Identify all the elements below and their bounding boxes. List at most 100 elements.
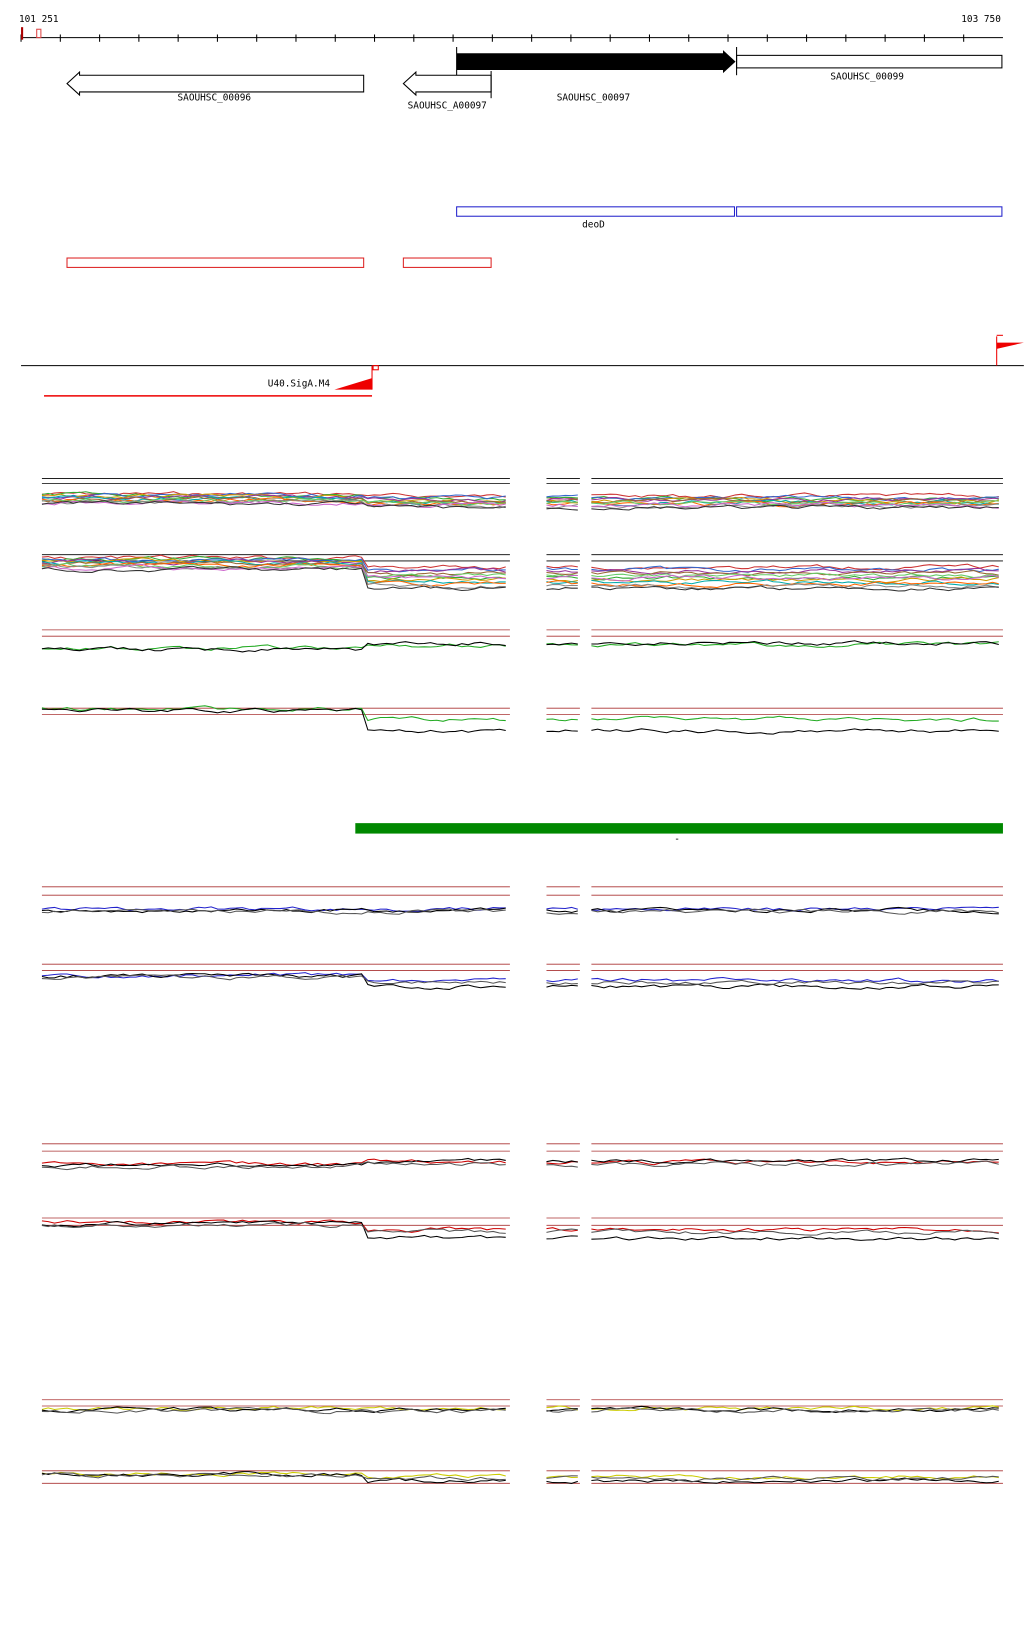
expression-trace [41, 1220, 506, 1240]
feature-label: deoD [582, 220, 605, 231]
gene-label: SAOUHSC_00096 [178, 92, 252, 103]
gene-arrow [456, 50, 736, 74]
expression-trace [546, 500, 578, 505]
expression-trace [41, 563, 506, 580]
expression-trace [591, 728, 999, 735]
view-marker [36, 28, 42, 39]
expression-trace [41, 707, 506, 734]
expression-trace [546, 984, 578, 988]
expression-trace [546, 1408, 578, 1412]
expression-trace [546, 1159, 578, 1163]
expression-trace [591, 563, 999, 571]
expression-trace [591, 574, 999, 582]
region-bar [355, 823, 1003, 834]
expression-trace [546, 507, 578, 511]
expression-trace [591, 572, 999, 579]
expression-trace [546, 583, 578, 587]
gene-arrow [66, 70, 365, 97]
expression-trace [591, 1407, 999, 1414]
motif-label: U40.SigA.M4 [268, 378, 331, 389]
ruler-start: 101 251 [19, 14, 59, 25]
expression-trace [41, 498, 506, 509]
view-marker [21, 27, 24, 40]
expression-trace [41, 641, 506, 653]
motif-hit [334, 378, 373, 390]
expression-trace [546, 909, 578, 913]
expression-trace [546, 570, 578, 573]
motif-hit [372, 365, 379, 371]
gene-label: SAOUHSC_00099 [830, 71, 904, 82]
expression-trace [41, 497, 506, 507]
expression-trace [41, 1406, 506, 1415]
expression-trace [591, 983, 999, 990]
expression-trace [591, 492, 999, 499]
ruler-end: 103 750 [961, 14, 1001, 25]
expression-trace [591, 504, 999, 511]
expression-trace [591, 502, 999, 509]
expression-traces [41, 478, 1003, 1484]
expression-trace [41, 972, 506, 983]
expression-trace [591, 1160, 999, 1167]
expression-trace [41, 558, 506, 574]
gene-arrow [402, 70, 492, 97]
ruler-ticks [20, 34, 965, 42]
expression-trace [546, 982, 578, 986]
expression-trace [591, 908, 999, 915]
feature-box [456, 206, 736, 217]
region-marker: - [674, 834, 680, 845]
expression-trace [546, 1228, 578, 1233]
expression-trace [591, 497, 999, 505]
expression-trace [546, 587, 578, 590]
expression-trace [41, 563, 506, 590]
feature-box [402, 257, 492, 268]
expression-trace [591, 1235, 999, 1241]
feature-box [736, 206, 1003, 217]
expression-trace [591, 979, 999, 985]
feature-box [66, 257, 365, 268]
expression-trace [546, 503, 578, 508]
expression-trace [546, 1480, 578, 1484]
expression-trace [546, 580, 578, 585]
expression-trace [546, 1164, 578, 1168]
expression-trace [546, 498, 578, 503]
expression-trace [591, 1157, 999, 1164]
expression-trace [591, 570, 999, 577]
expression-trace [546, 572, 578, 575]
expression-trace [591, 565, 999, 573]
expression-trace [591, 715, 999, 722]
expression-trace [546, 906, 578, 910]
expression-trace [41, 559, 506, 584]
expression-trace [546, 729, 578, 733]
motif-hit [996, 342, 1024, 349]
expression-trace [41, 493, 506, 505]
expression-trace [546, 496, 578, 499]
expression-trace [546, 718, 578, 722]
expression-trace [591, 495, 999, 503]
expression-trace [591, 640, 999, 646]
expression-trace [41, 908, 506, 915]
expression-trace [546, 1235, 578, 1240]
expression-trace [546, 912, 578, 915]
expression-trace [546, 494, 578, 498]
expression-trace [591, 1228, 999, 1236]
expression-trace [546, 642, 578, 646]
expression-trace [591, 1477, 999, 1484]
expression-trace [41, 1221, 506, 1234]
expression-trace [591, 1474, 999, 1480]
expression-trace [546, 567, 578, 571]
expression-trace [591, 1226, 999, 1234]
expression-trace [591, 976, 999, 983]
expression-trace [41, 974, 506, 985]
expression-trace [41, 1161, 506, 1171]
expression-trace [546, 1408, 578, 1413]
expression-trace [591, 1475, 999, 1483]
expression-trace [41, 1157, 506, 1168]
expression-trace [41, 1406, 506, 1412]
expression-trace [546, 574, 578, 580]
gene-label: SAOUHSC_00097 [557, 92, 631, 103]
expression-trace [41, 500, 506, 509]
expression-trace [546, 978, 578, 983]
expression-trace [41, 1158, 506, 1167]
expression-trace [591, 497, 999, 503]
